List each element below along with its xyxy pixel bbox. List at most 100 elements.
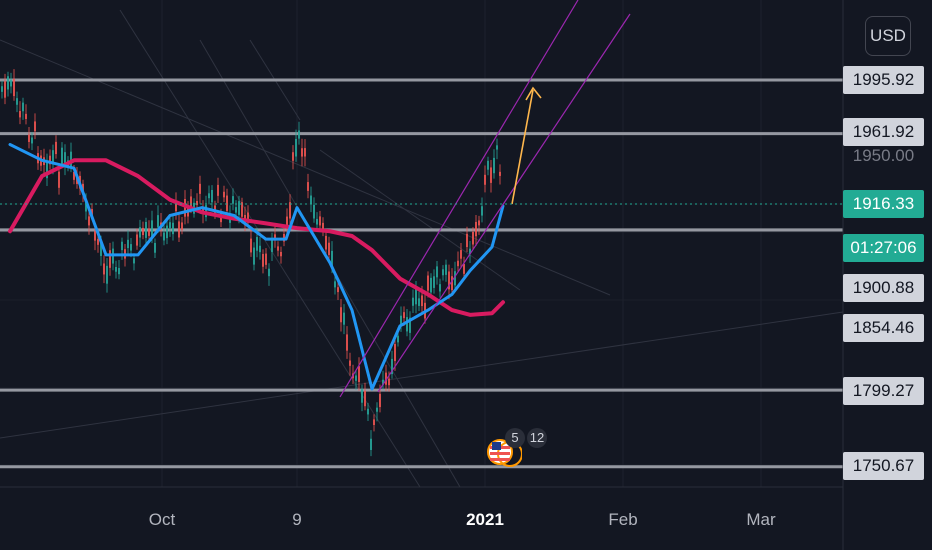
candle-body bbox=[1, 86, 3, 92]
candle-body bbox=[226, 195, 228, 211]
candle-body bbox=[397, 335, 399, 343]
price-level-label: 1750.67 bbox=[843, 452, 924, 480]
projection-arrow[interactable] bbox=[511, 86, 542, 205]
us-flag-icon[interactable] bbox=[486, 430, 523, 474]
candle-body bbox=[130, 244, 132, 251]
candle-body bbox=[232, 196, 234, 204]
candle-body bbox=[388, 378, 390, 386]
event-count-badge[interactable]: 5 bbox=[505, 428, 525, 448]
candle-body bbox=[451, 276, 453, 291]
candle-body bbox=[457, 260, 459, 267]
candle-body bbox=[325, 235, 327, 250]
candle-body bbox=[172, 222, 174, 235]
candle-body bbox=[349, 360, 351, 366]
candle-body bbox=[178, 221, 180, 238]
candle-body bbox=[199, 183, 201, 194]
candle-body bbox=[340, 307, 342, 323]
candle-body bbox=[34, 121, 36, 132]
x-tick-label: 2021 bbox=[466, 510, 504, 529]
candle-body bbox=[91, 209, 93, 216]
candle-body bbox=[373, 419, 375, 426]
candle-body bbox=[355, 375, 357, 381]
candle-body bbox=[319, 216, 321, 226]
candle-body bbox=[382, 379, 384, 385]
candle-body bbox=[493, 157, 495, 174]
candle-body bbox=[64, 152, 66, 166]
candle-body bbox=[166, 225, 168, 239]
candle-body bbox=[55, 141, 57, 155]
candle-body bbox=[265, 253, 267, 265]
candle-body bbox=[238, 201, 240, 215]
candle-body bbox=[127, 239, 129, 249]
candle-body bbox=[289, 202, 291, 219]
candle-body bbox=[361, 389, 363, 403]
candle-body bbox=[472, 231, 474, 245]
ma-fast-line bbox=[8, 143, 505, 391]
candle-body bbox=[358, 366, 360, 382]
candle-body bbox=[370, 438, 372, 450]
candle-body bbox=[310, 195, 312, 204]
candle-body bbox=[385, 372, 387, 385]
trend-line bbox=[0, 39, 611, 296]
event-count-badge[interactable]: 12 bbox=[527, 428, 547, 448]
candle-body bbox=[439, 284, 441, 292]
candle-body bbox=[286, 216, 288, 229]
candle-body bbox=[256, 237, 258, 251]
candle-body bbox=[154, 242, 156, 253]
candle-body bbox=[469, 248, 471, 254]
currency-button[interactable]: USD bbox=[865, 16, 911, 56]
candle-body bbox=[235, 207, 237, 213]
candle-body bbox=[214, 205, 216, 213]
candle-body bbox=[433, 276, 435, 288]
channel-lower bbox=[377, 13, 631, 393]
candle-body bbox=[70, 151, 72, 168]
candle-body bbox=[442, 269, 444, 276]
price-level-label: 1995.92 bbox=[843, 66, 924, 94]
candle-body bbox=[223, 191, 225, 198]
candle-body bbox=[88, 216, 90, 226]
candle-body bbox=[415, 287, 417, 305]
candle-body bbox=[4, 81, 6, 98]
candle-body bbox=[367, 408, 369, 415]
candle-body bbox=[421, 295, 423, 307]
candle-body bbox=[475, 221, 477, 237]
candle-body bbox=[379, 393, 381, 408]
candle-body bbox=[61, 147, 63, 165]
bar-countdown-label: 01:27:06 bbox=[843, 234, 924, 262]
candle-body bbox=[151, 220, 153, 237]
candle-body bbox=[115, 266, 117, 272]
candle-body bbox=[406, 317, 408, 332]
candle-body bbox=[487, 160, 489, 170]
candle-body bbox=[145, 221, 147, 238]
candle-body bbox=[46, 162, 48, 179]
candle-body bbox=[274, 234, 276, 239]
x-tick-label: Feb bbox=[608, 510, 638, 529]
candle-body bbox=[316, 218, 318, 225]
candle-body bbox=[58, 171, 60, 188]
candle-body bbox=[484, 174, 486, 185]
trend-lines[interactable] bbox=[0, 9, 844, 488]
candle-body bbox=[295, 138, 297, 157]
candle-body bbox=[271, 239, 273, 252]
candle-body bbox=[163, 232, 165, 241]
parallel-channel[interactable] bbox=[339, 0, 631, 398]
candle-body bbox=[496, 145, 498, 150]
candle-body bbox=[328, 242, 330, 255]
candle-body bbox=[7, 76, 9, 90]
candle-body bbox=[121, 241, 123, 251]
candle-body bbox=[409, 317, 411, 333]
candle-body bbox=[13, 78, 15, 97]
candle-body bbox=[445, 264, 447, 275]
candle-body bbox=[139, 227, 141, 238]
candle-body bbox=[334, 281, 336, 288]
trend-line bbox=[119, 9, 421, 488]
candle-body bbox=[391, 358, 393, 375]
candle-body bbox=[169, 222, 171, 228]
candle-body bbox=[268, 268, 270, 277]
price-level-label: 1799.27 bbox=[843, 377, 924, 405]
trend-line bbox=[319, 149, 521, 291]
candle-body bbox=[481, 206, 483, 216]
candle-body bbox=[490, 167, 492, 183]
candle-body bbox=[85, 202, 87, 212]
